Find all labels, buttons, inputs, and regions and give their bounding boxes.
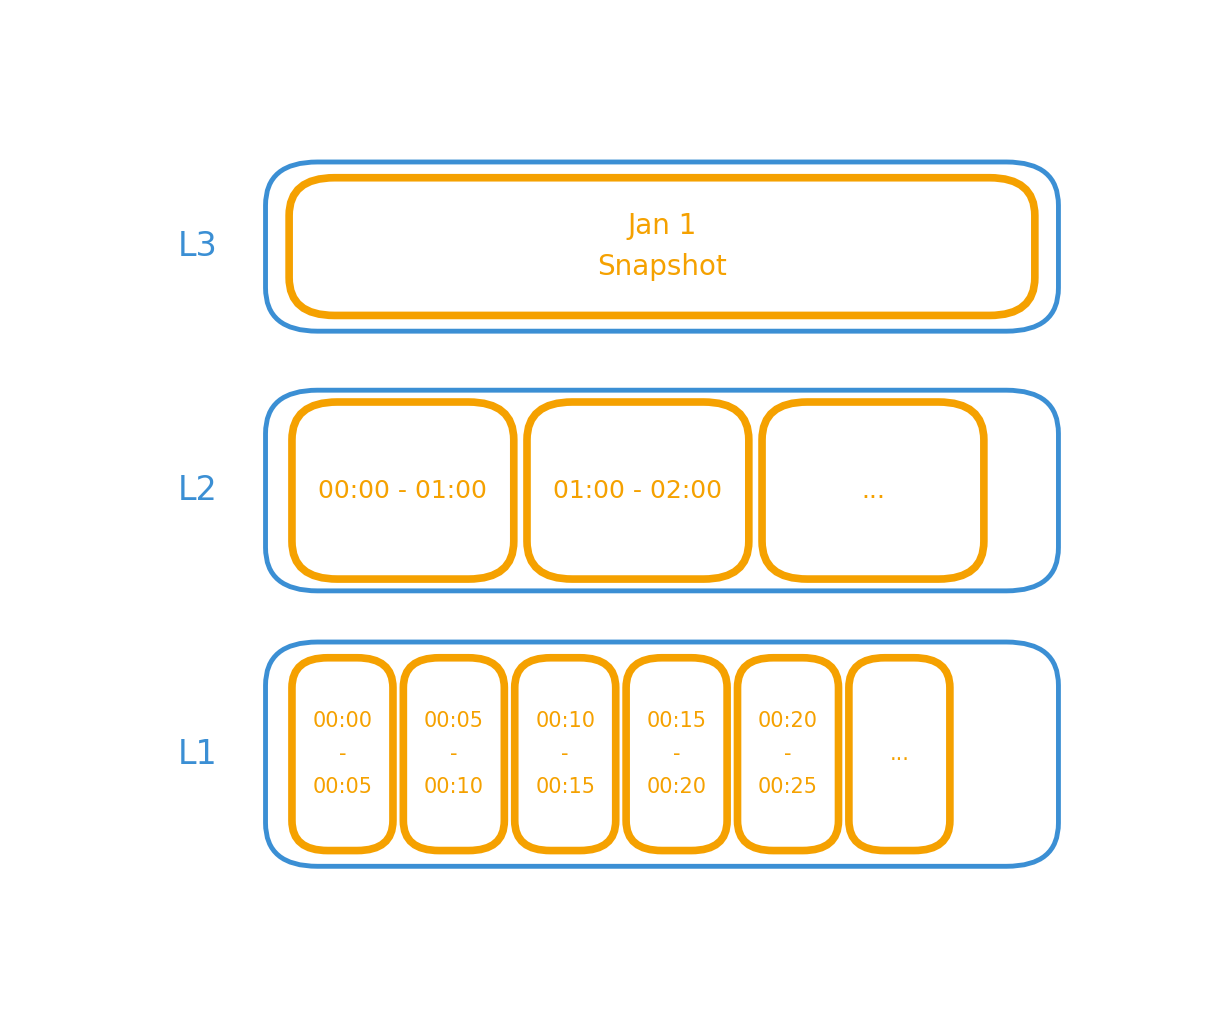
Text: 00:15
-
00:20: 00:15 - 00:20 xyxy=(647,711,706,797)
Text: L3: L3 xyxy=(178,230,218,263)
Text: 00:00
-
00:05: 00:00 - 00:05 xyxy=(313,711,373,797)
Text: 00:20
-
00:25: 00:20 - 00:25 xyxy=(758,711,818,797)
FancyBboxPatch shape xyxy=(515,658,616,850)
FancyBboxPatch shape xyxy=(762,402,984,579)
Text: 01:00 - 02:00: 01:00 - 02:00 xyxy=(553,478,722,503)
FancyBboxPatch shape xyxy=(266,642,1058,867)
Text: ...: ... xyxy=(861,478,885,503)
FancyBboxPatch shape xyxy=(289,178,1035,316)
FancyBboxPatch shape xyxy=(266,390,1058,591)
FancyBboxPatch shape xyxy=(849,658,950,850)
Text: ...: ... xyxy=(889,744,910,764)
Text: L1: L1 xyxy=(178,738,218,771)
Text: 00:05
-
00:10: 00:05 - 00:10 xyxy=(424,711,484,797)
Text: L2: L2 xyxy=(178,474,218,507)
FancyBboxPatch shape xyxy=(738,658,838,850)
Text: 00:00 - 01:00: 00:00 - 01:00 xyxy=(318,478,487,503)
FancyBboxPatch shape xyxy=(527,402,749,579)
FancyBboxPatch shape xyxy=(266,161,1058,331)
FancyBboxPatch shape xyxy=(626,658,727,850)
FancyBboxPatch shape xyxy=(403,658,504,850)
FancyBboxPatch shape xyxy=(292,402,514,579)
Text: 00:10
-
00:15: 00:10 - 00:15 xyxy=(535,711,596,797)
Text: Jan 1
Snapshot: Jan 1 Snapshot xyxy=(597,212,727,281)
FancyBboxPatch shape xyxy=(292,658,393,850)
